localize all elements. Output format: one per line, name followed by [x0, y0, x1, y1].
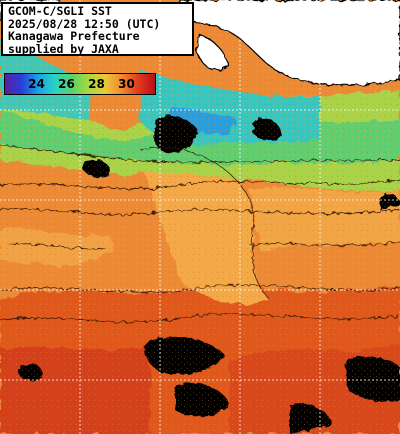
- map-info-box: GCOM-C/SGLI SST 2025/08/28 12:50 (UTC) Kan…: [1, 2, 194, 56]
- contour-line: [0, 313, 400, 323]
- sst-colorbar: 24 26 28 30: [4, 73, 156, 95]
- land-north: [179, 0, 400, 86]
- colorbar-tick-26: 26: [58, 77, 75, 91]
- info-line-sensor: GCOM-C/SGLI SST: [8, 4, 112, 18]
- contour-line: [249, 241, 400, 246]
- land-peninsula: [195, 34, 229, 71]
- contour-line: [0, 144, 400, 163]
- contour-line: [0, 179, 400, 189]
- colorbar-tick-28: 28: [88, 77, 105, 91]
- contour-line: [0, 284, 400, 293]
- info-line-region: Kanagawa Prefecture: [8, 29, 140, 43]
- contour-line: [9, 243, 106, 250]
- info-line-datetime: 2025/08/28 12:50 (UTC): [8, 16, 161, 31]
- colorbar-gradient: [5, 74, 155, 94]
- colorbar-tick-30: 30: [118, 77, 135, 91]
- info-line-credit: supplied by JAXA: [8, 41, 119, 56]
- colorbar-tick-24: 24: [28, 77, 45, 91]
- contour-line: [0, 208, 400, 215]
